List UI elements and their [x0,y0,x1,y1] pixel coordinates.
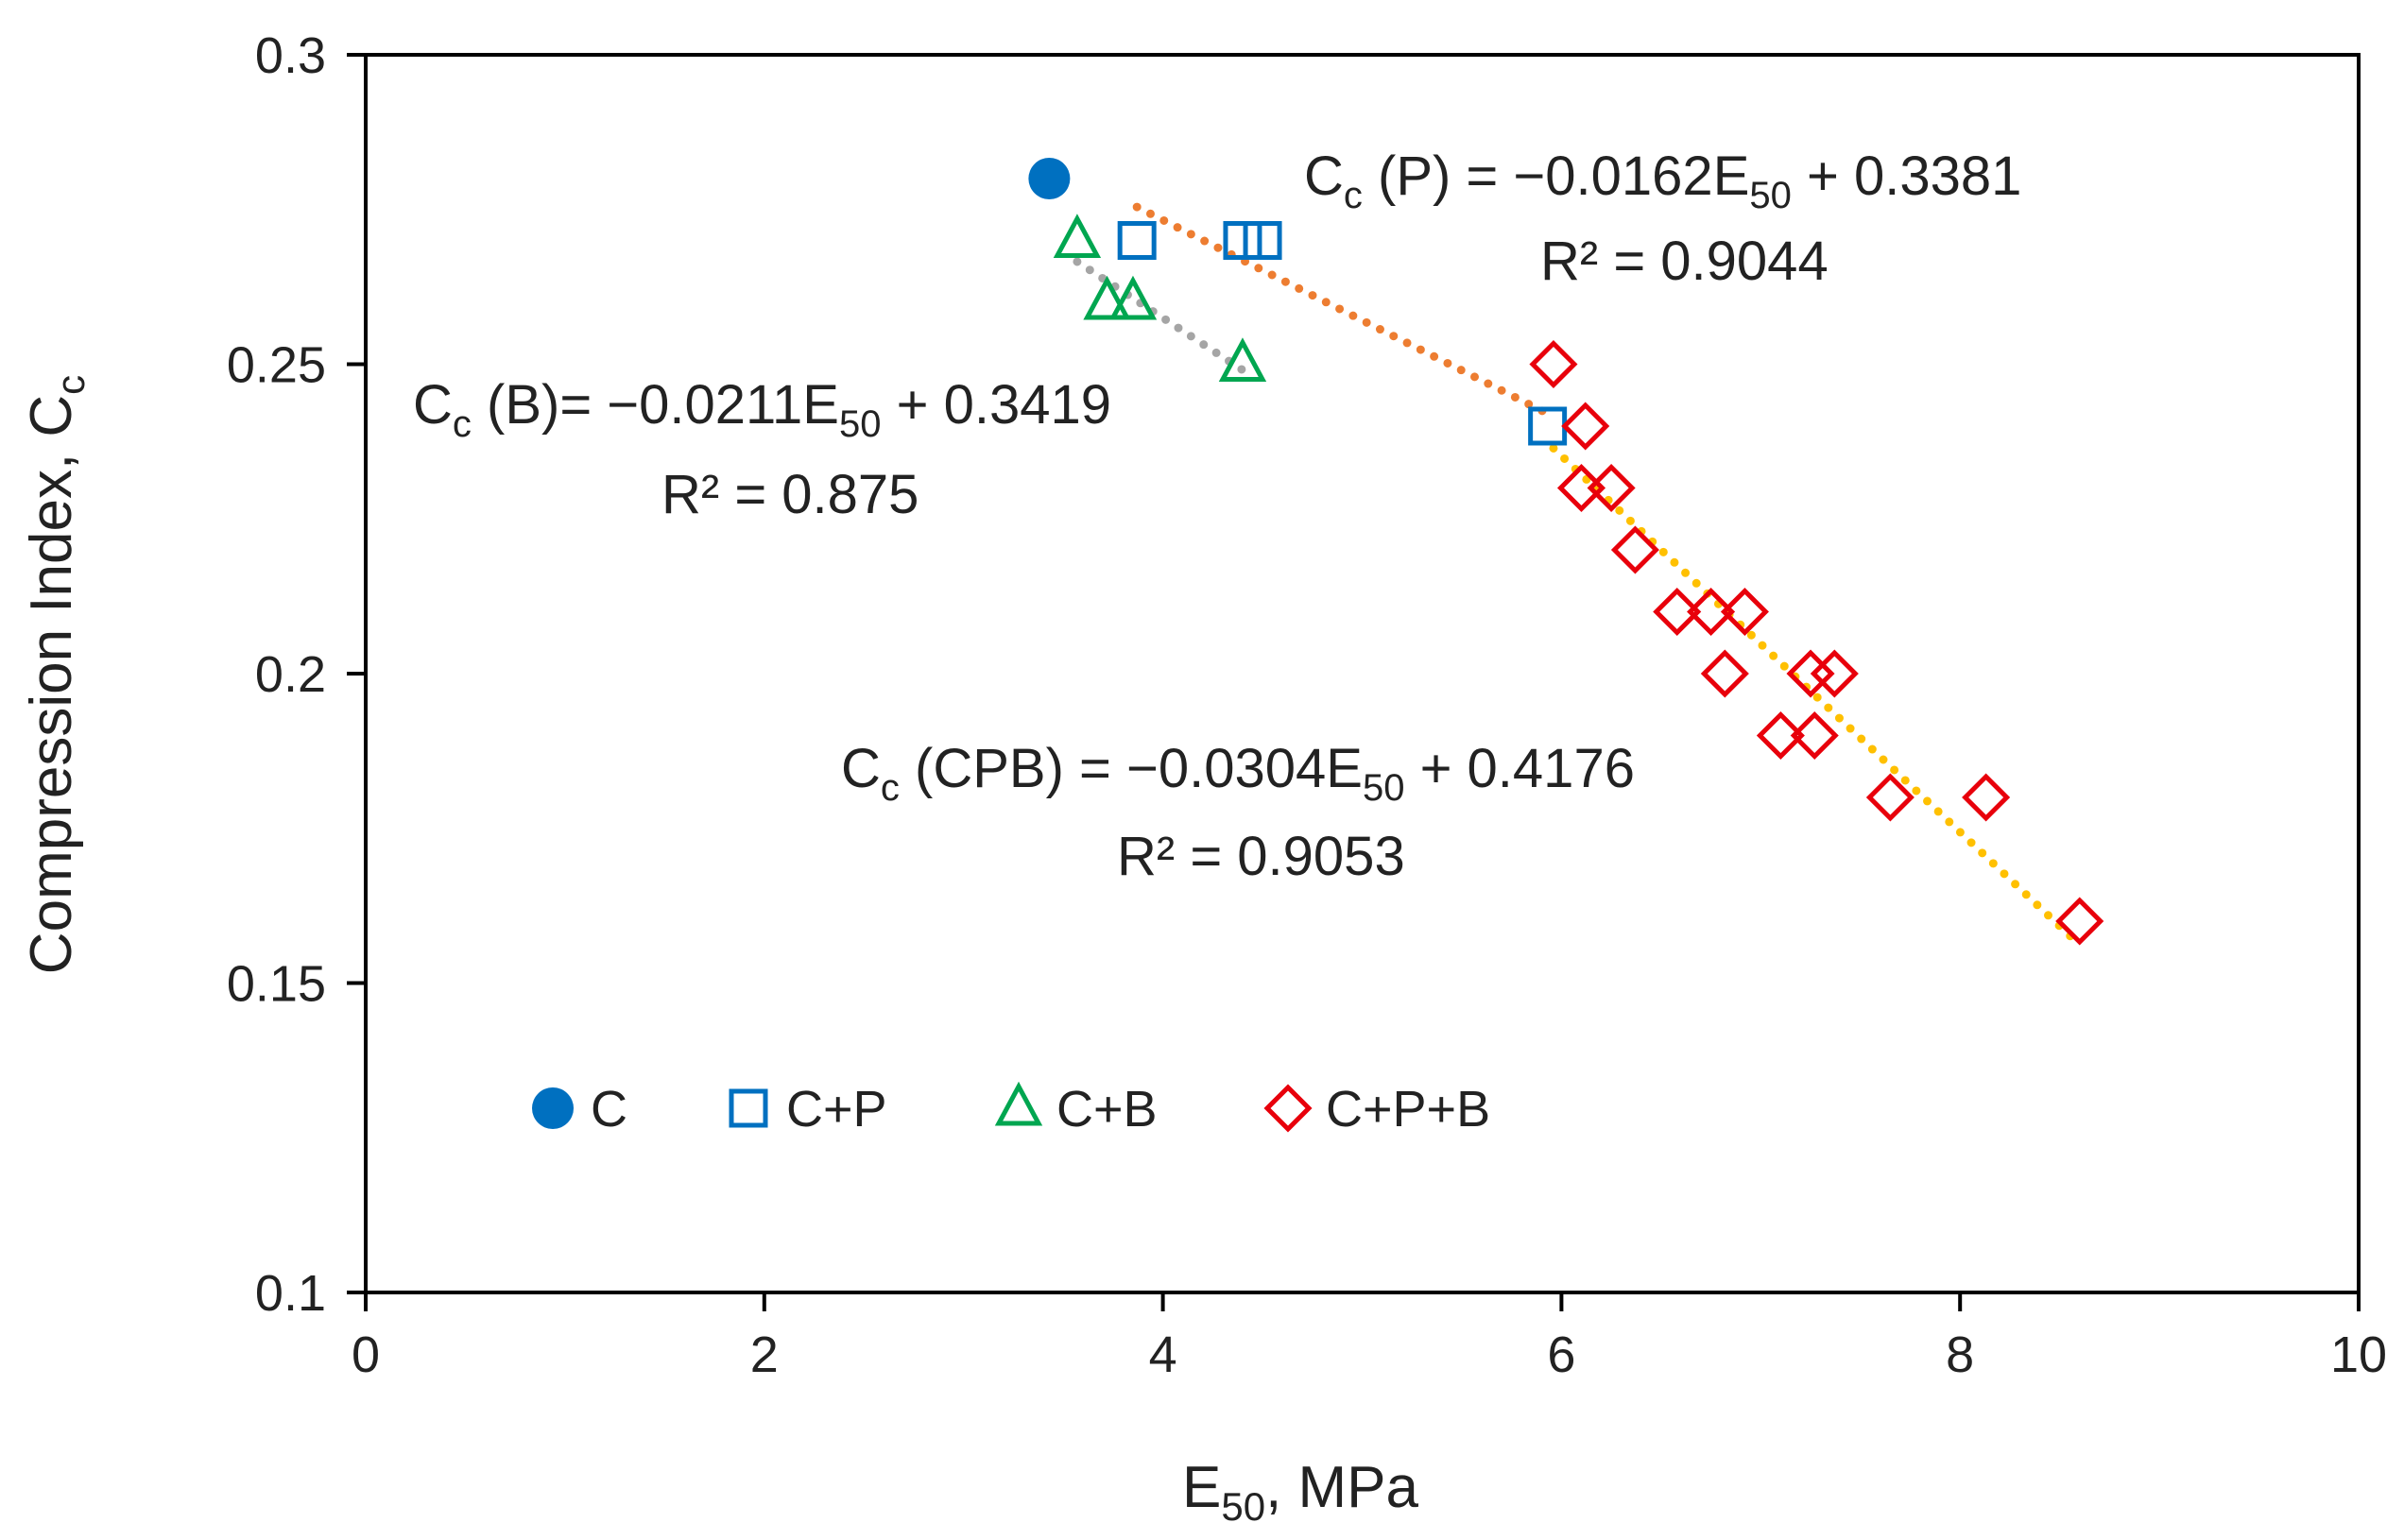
data-point-cp [1117,221,1157,260]
y-tick-label: 0.15 [227,956,326,1013]
trendline-p [1132,202,1553,419]
trendlines [1073,202,2085,950]
data-point-cb [1053,214,1102,258]
legend-label-cpb: C+P+B [1326,1081,1490,1138]
data-point-cpb [1786,649,1835,698]
x-tick-label: 8 [1946,1326,1974,1383]
data-point-cb [1083,275,1131,320]
x-tick-label: 10 [2330,1326,2387,1383]
legend-marker-c [532,1087,574,1129]
data-point-cpb [1962,773,2011,822]
data-point-cpb [1700,649,1749,698]
x-axis-title: E50, MPa [1182,1455,1419,1529]
axis-ticks [347,53,2361,1311]
annotation-b-r2: R² = 0.875 [661,464,919,525]
x-tick-label: 4 [1149,1326,1177,1383]
data-points [1028,158,2104,946]
annotation-p-equation: Cc (P) = −0.0162E50 + 0.3381 [1304,145,2021,216]
data-point-cpb [1587,463,1636,513]
annotation-cpb-equation: Cc (CPB) = −0.0304E50 + 0.4176 [841,738,1635,809]
data-point-cpb [1529,339,1578,389]
trendline-cpb [1549,443,2085,950]
data-point-cb [1218,337,1267,382]
data-point-cpb [1610,525,1659,574]
x-tick-label: 6 [1547,1326,1575,1383]
data-point-cpb [1720,587,1769,637]
x-tick-labels: 0 2 4 6 8 10 [352,1326,2387,1383]
data-point-cpb [1865,773,1915,822]
y-tick-label: 0.25 [227,337,326,394]
annotation-b-equation: Cc (B)= −0.0211E50 + 0.3419 [413,374,1111,445]
annotation-p-r2: R² = 0.9044 [1540,231,1829,292]
legend-label-cb: C+B [1056,1081,1158,1138]
x-tick-label: 0 [352,1326,380,1383]
legend-marker-cp [729,1088,768,1128]
y-tick-label: 0.3 [255,27,326,84]
annotation-cpb-r2: R² = 0.9053 [1117,826,1405,887]
data-point-cpb [1687,587,1736,637]
y-tick-label: 0.2 [255,646,326,703]
legend-marker-cb [994,1081,1043,1126]
data-point-cpb [1790,710,1839,761]
trendline-b [1073,257,1247,375]
x-tick-label: 2 [750,1326,779,1383]
data-point-cp [1223,221,1262,260]
legend: C C+P C+B C+P+B [532,1081,1490,1138]
y-axis-title: Compression Index, Cc [19,375,93,974]
data-point-cpb [1756,710,1805,761]
data-point-cb [1108,275,1158,320]
data-point-cpb [1561,402,1610,451]
data-point-cpb [2055,897,2104,946]
legend-marker-cpb [1263,1084,1313,1133]
data-point-c [1028,158,1071,199]
data-point-cp [1243,221,1282,260]
y-tick-label: 0.1 [255,1265,326,1322]
plot-area [364,53,2361,1294]
legend-label-c: C [591,1081,627,1138]
data-point-cpb [1653,587,1702,637]
data-point-cpb [1810,649,1859,698]
legend-label-cp: C+P [786,1081,887,1138]
y-tick-labels: 0.1 0.15 0.2 0.25 0.3 [227,27,326,1322]
